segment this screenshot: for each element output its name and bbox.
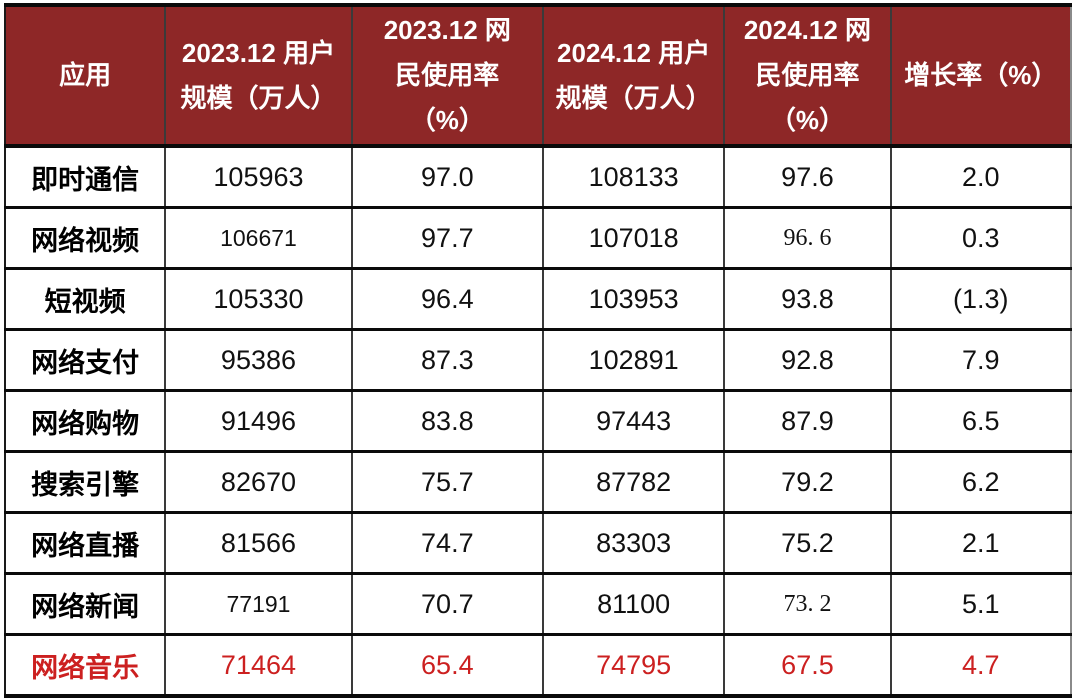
row-label-cell: 搜索引擎	[5, 451, 166, 514]
data-cell: 2.0	[889, 146, 1071, 209]
table-header: 应用 2023.12 用户 规模（万人） 2023.12 网 民使用率 （%） 202…	[5, 5, 1071, 148]
row-label-cell: 网络支付	[5, 329, 166, 392]
data-cell: 106671	[164, 207, 352, 270]
data-cell: 83303	[541, 512, 725, 575]
data-cell: 7.9	[889, 329, 1071, 392]
header-cell-0: 应用	[5, 5, 166, 148]
table-row: 网络支付 95386 87.3 102891 92.8 7.9	[5, 329, 1071, 392]
data-cell: 91496	[164, 390, 352, 453]
header-cell-4: 2024.12 网 民使用率 （%）	[723, 5, 891, 148]
data-cell: 81100	[541, 573, 725, 636]
data-cell: 87782	[541, 451, 725, 514]
data-cell: 74795	[541, 634, 725, 698]
table-row: 网络直播 81566 74.7 83303 75.2 2.1	[5, 512, 1071, 575]
data-cell: 108133	[541, 146, 725, 209]
data-cell: 96.4	[350, 268, 543, 331]
data-cell: 105330	[164, 268, 352, 331]
data-cell: 107018	[541, 207, 725, 270]
data-cell: 75.2	[723, 512, 891, 575]
data-cell: 93.8	[723, 268, 891, 331]
row-label-cell: 网络音乐	[5, 634, 166, 698]
data-cell: 4.7	[889, 634, 1071, 698]
data-cell: 73. 2	[723, 573, 891, 636]
row-label-cell: 网络直播	[5, 512, 166, 575]
header-cell-3: 2024.12 用户 规模（万人）	[541, 5, 725, 148]
data-cell: 71464	[164, 634, 352, 698]
row-label-cell: 网络视频	[5, 207, 166, 270]
table-row: 网络视频 106671 97.7 107018 96. 6 0.3	[5, 207, 1071, 270]
table-row: 网络音乐 71464 65.4 74795 67.5 4.7	[5, 634, 1071, 698]
data-cell: 75.7	[350, 451, 543, 514]
data-cell: 97.7	[350, 207, 543, 270]
data-cell: 102891	[541, 329, 725, 392]
header-cell-5: 增长率（%）	[889, 5, 1071, 148]
table-row: 网络新闻 77191 70.7 81100 73. 2 5.1	[5, 573, 1071, 636]
data-cell: 92.8	[723, 329, 891, 392]
header-cell-2: 2023.12 网 民使用率 （%）	[350, 5, 543, 148]
data-cell: 97443	[541, 390, 725, 453]
data-cell: 83.8	[350, 390, 543, 453]
internet-app-usage-table: 应用 2023.12 用户 规模（万人） 2023.12 网 民使用率 （%） 202…	[4, 3, 1072, 698]
data-cell: 95386	[164, 329, 352, 392]
data-cell: 70.7	[350, 573, 543, 636]
row-label-cell: 短视频	[5, 268, 166, 331]
data-cell: 6.2	[889, 451, 1071, 514]
data-cell: 6.5	[889, 390, 1071, 453]
data-cell: 105963	[164, 146, 352, 209]
data-cell: 0.3	[889, 207, 1071, 270]
data-cell: 81566	[164, 512, 352, 575]
data-cell: 74.7	[350, 512, 543, 575]
data-cell: 97.0	[350, 146, 543, 209]
data-cell: 82670	[164, 451, 352, 514]
data-cell: 97.6	[723, 146, 891, 209]
data-cell: 79.2	[723, 451, 891, 514]
table-row: 短视频 105330 96.4 103953 93.8 (1.3)	[5, 268, 1071, 331]
data-cell: 67.5	[723, 634, 891, 698]
table-body: 即时通信 105963 97.0 108133 97.6 2.0 网络视频 106671 97.…	[5, 146, 1071, 698]
data-cell: 5.1	[889, 573, 1071, 636]
data-cell: 87.9	[723, 390, 891, 453]
table-row: 网络购物 91496 83.8 97443 87.9 6.5	[5, 390, 1071, 453]
data-cell: 65.4	[350, 634, 543, 698]
data-cell: 103953	[541, 268, 725, 331]
table-row: 搜索引擎 82670 75.7 87782 79.2 6.2	[5, 451, 1071, 514]
row-label-cell: 网络购物	[5, 390, 166, 453]
data-cell: 2.1	[889, 512, 1071, 575]
row-label-cell: 网络新闻	[5, 573, 166, 636]
data-cell: (1.3)	[889, 268, 1071, 331]
row-label-cell: 即时通信	[5, 146, 166, 209]
data-cell: 96. 6	[723, 207, 891, 270]
data-cell: 77191	[164, 573, 352, 636]
data-cell: 87.3	[350, 329, 543, 392]
header-cell-1: 2023.12 用户 规模（万人）	[164, 5, 352, 148]
table-row: 即时通信 105963 97.0 108133 97.6 2.0	[5, 146, 1071, 209]
header-row: 应用 2023.12 用户 规模（万人） 2023.12 网 民使用率 （%） 202…	[5, 5, 1071, 148]
